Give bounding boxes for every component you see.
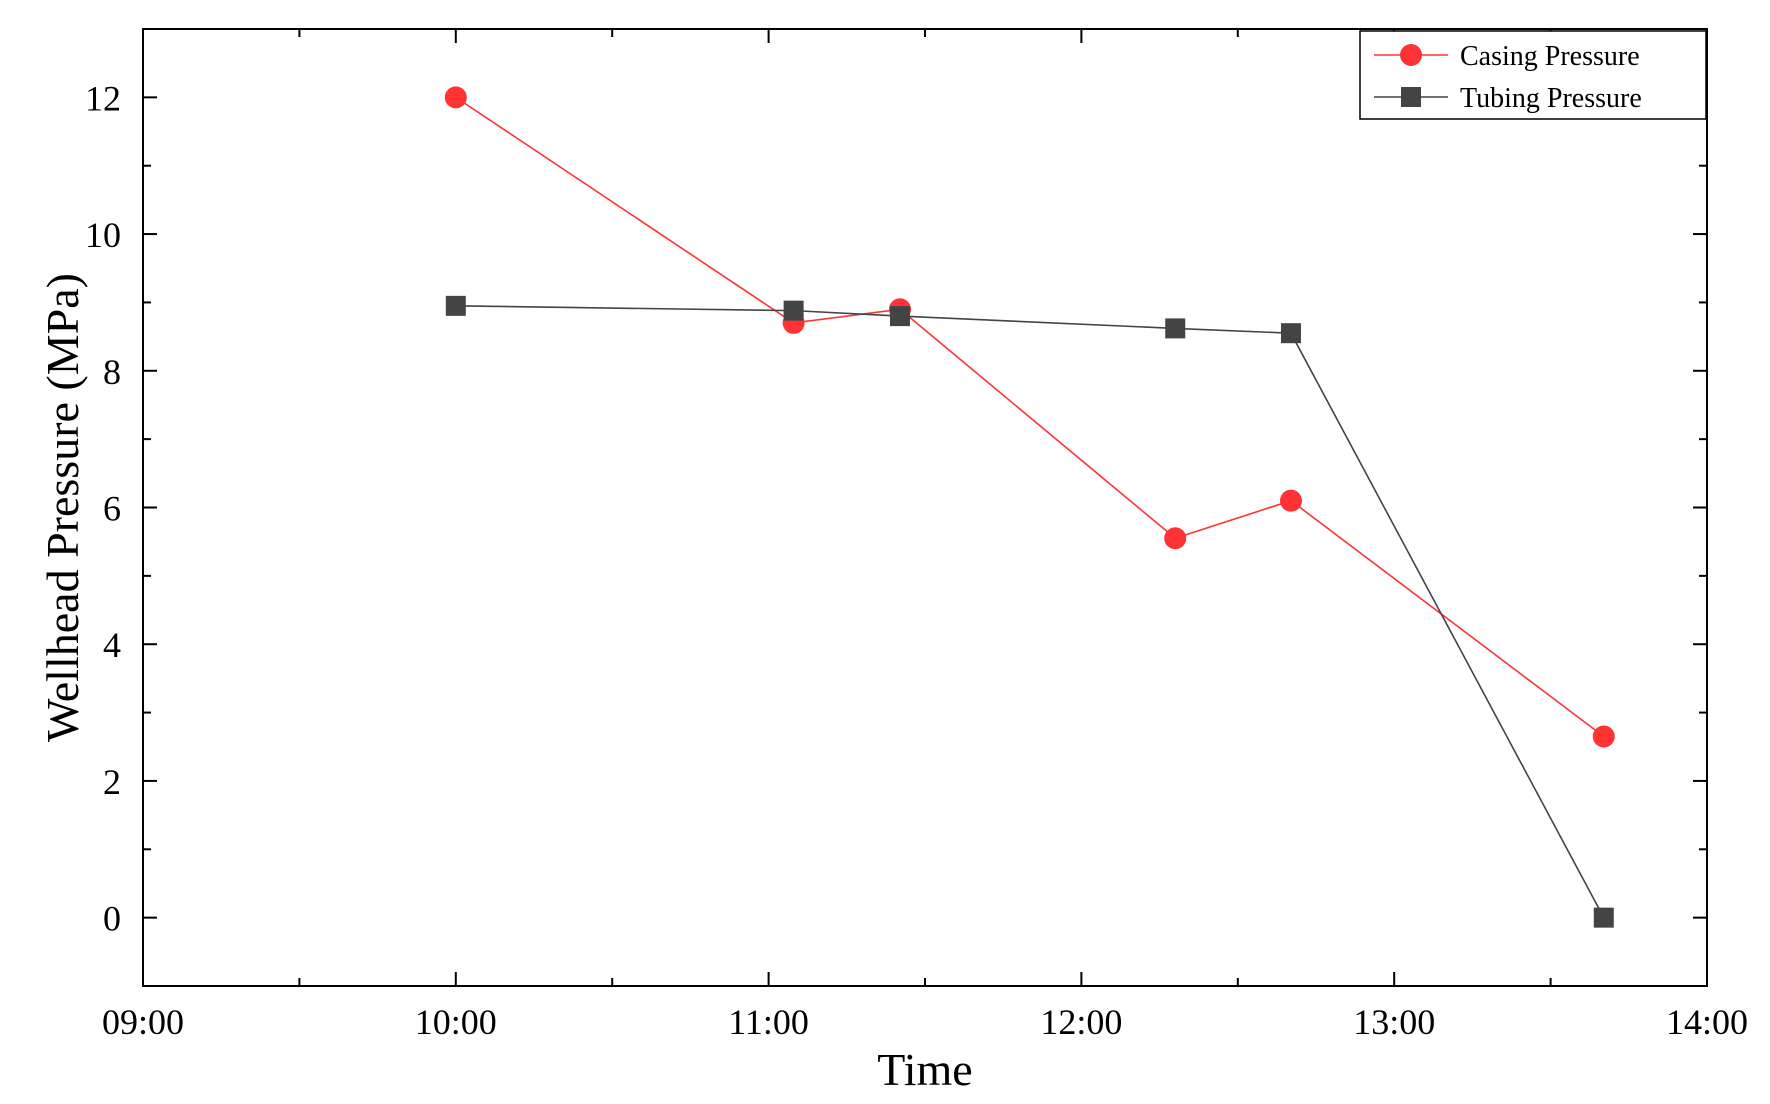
legend: Casing Pressure Tubing Pressure xyxy=(1359,30,1707,120)
y-tick-label: 8 xyxy=(103,352,121,392)
x-tick-label: 12:00 xyxy=(1040,1002,1122,1042)
casing-pressure-point xyxy=(1279,489,1302,512)
tubing-pressure-point xyxy=(889,306,910,327)
x-tick-label: 09:00 xyxy=(102,1002,184,1042)
casing-pressure-line xyxy=(455,96,1605,738)
casing-pressure-point xyxy=(1164,527,1187,550)
legend-label: Casing Pressure xyxy=(1460,41,1640,72)
y-tick-label: 4 xyxy=(103,625,121,665)
tubing-pressure-point xyxy=(445,295,466,316)
x-tick-label: 14:00 xyxy=(1666,1002,1748,1042)
tubing-pressure-point xyxy=(1280,323,1301,344)
casing-pressure-point xyxy=(1592,725,1615,748)
tubing-pressure-point xyxy=(1165,318,1186,339)
y-tick-label: 6 xyxy=(103,489,121,529)
x-tick-label: 10:00 xyxy=(415,1002,497,1042)
legend-marker-tubing-pressure xyxy=(1401,87,1421,107)
legend-label: Tubing Pressure xyxy=(1460,83,1642,114)
legend-marker-casing-pressure xyxy=(1400,44,1422,66)
tubing-pressure-point xyxy=(783,300,804,321)
x-tick-label: 11:00 xyxy=(728,1002,809,1042)
y-tick-label: 2 xyxy=(103,762,121,802)
tubing-pressure-line xyxy=(455,305,1605,919)
y-tick-label: 10 xyxy=(85,215,121,255)
y-tick-label: 0 xyxy=(103,899,121,939)
plot-frame xyxy=(142,28,1708,987)
casing-pressure-point xyxy=(444,86,467,109)
y-tick-label: 12 xyxy=(85,78,121,118)
y-axis-title: Wellhead Pressure (MPa) xyxy=(37,273,88,742)
x-tick-label: 13:00 xyxy=(1353,1002,1435,1042)
tubing-pressure-point xyxy=(1593,907,1614,928)
x-axis-title: Time xyxy=(877,1044,972,1095)
